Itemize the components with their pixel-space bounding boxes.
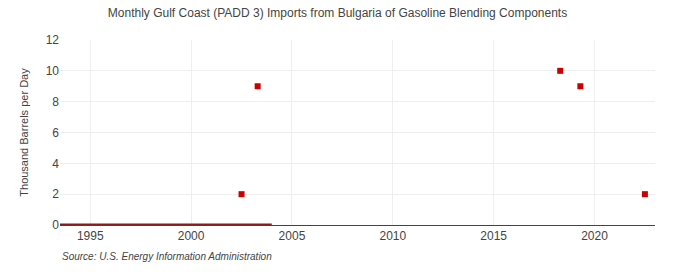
svg-text:2000: 2000 xyxy=(178,229,205,243)
svg-text:2005: 2005 xyxy=(279,229,306,243)
svg-text:0: 0 xyxy=(52,218,59,232)
svg-text:2020: 2020 xyxy=(581,229,608,243)
svg-text:12: 12 xyxy=(46,33,60,47)
svg-text:2010: 2010 xyxy=(379,229,406,243)
svg-text:Source: U.S. Energy Informatio: Source: U.S. Energy Information Administ… xyxy=(62,251,272,262)
svg-text:8: 8 xyxy=(52,95,59,109)
svg-text:Thousand Barrels per Day: Thousand Barrels per Day xyxy=(18,68,30,197)
svg-text:2015: 2015 xyxy=(480,229,507,243)
svg-text:10: 10 xyxy=(46,64,60,78)
svg-text:1995: 1995 xyxy=(77,229,104,243)
svg-text:6: 6 xyxy=(52,126,59,140)
svg-text:2: 2 xyxy=(52,187,59,201)
svg-text:Monthly Gulf Coast (PADD 3) Im: Monthly Gulf Coast (PADD 3) Imports from… xyxy=(108,6,567,20)
svg-text:4: 4 xyxy=(52,157,59,171)
